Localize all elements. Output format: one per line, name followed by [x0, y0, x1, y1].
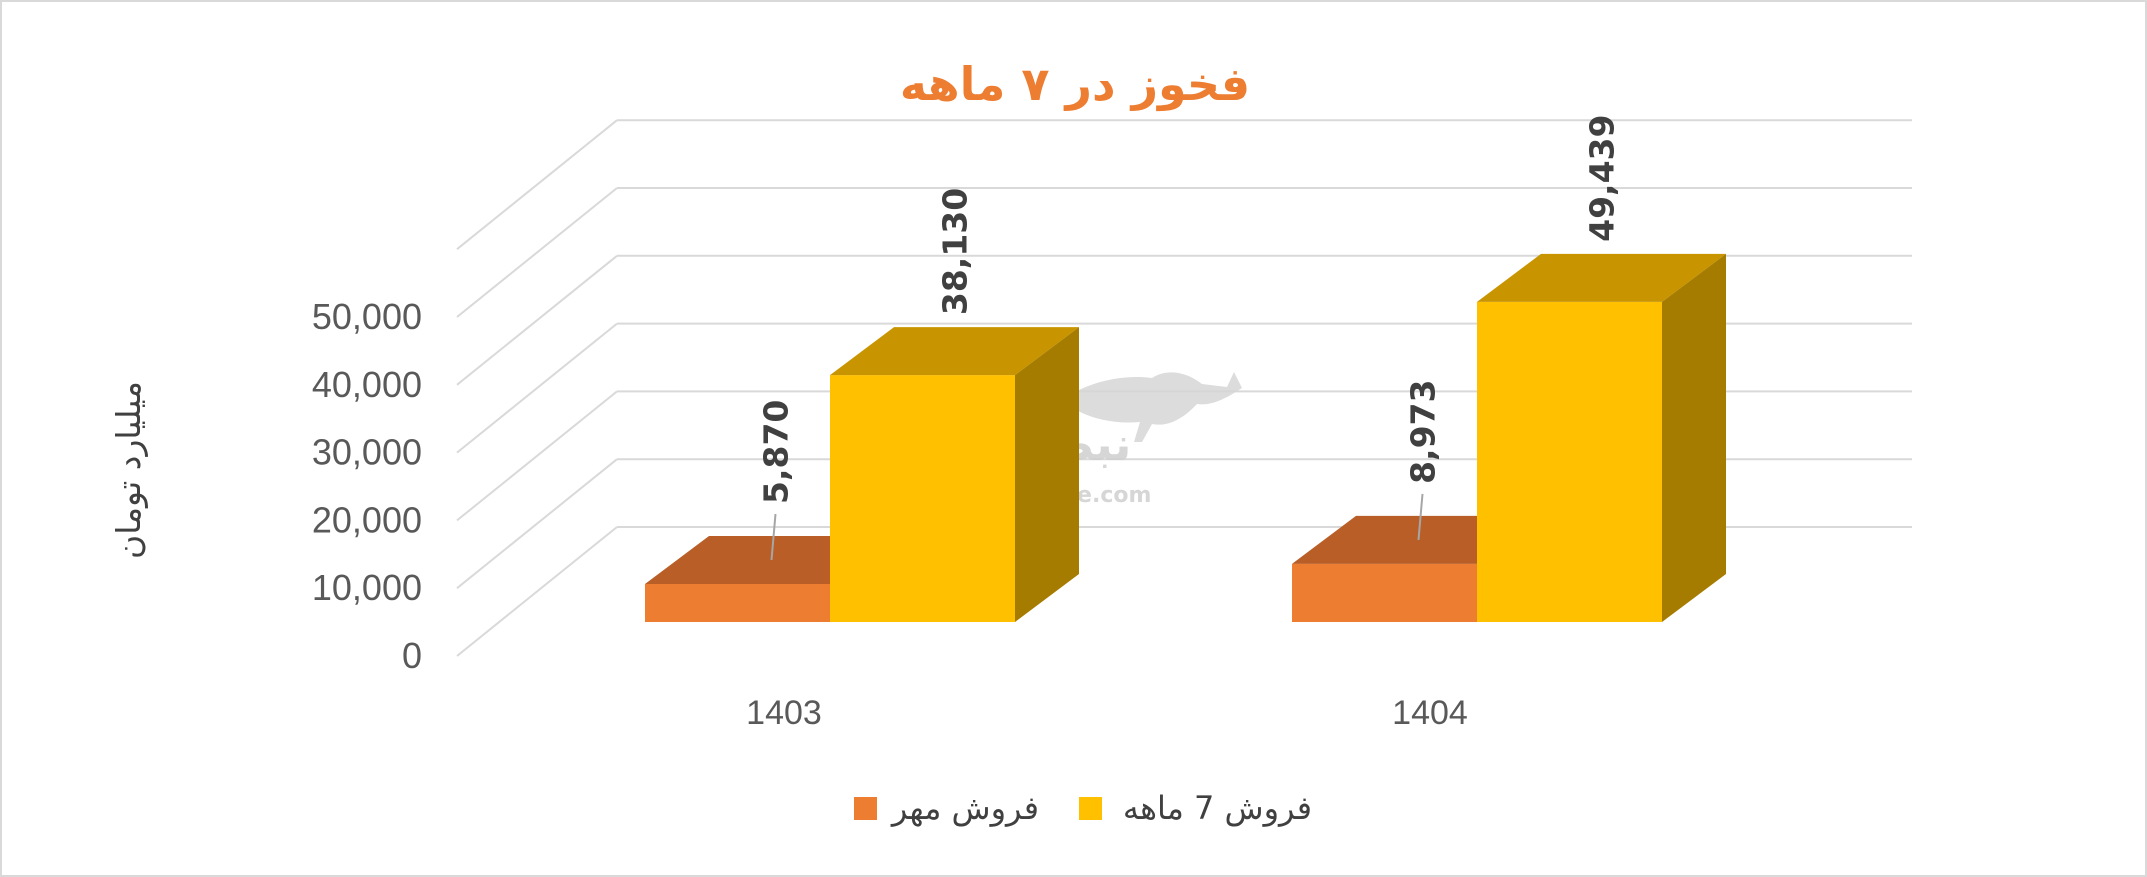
- gridline-depth: [456, 255, 618, 386]
- data-label: 5,870: [757, 400, 796, 504]
- chart-title: فخوز در ۷ ماهه: [900, 57, 1250, 111]
- y-tick-label: 20,000: [312, 499, 422, 540]
- y-tick-label: 10,000: [312, 567, 422, 608]
- legend-label: فروش 7 ماهه: [1123, 789, 1312, 827]
- legend-item-series-2: فروش 7 ماهه: [1079, 789, 1312, 827]
- data-label: 49,439: [1583, 115, 1622, 242]
- bar-side: [1662, 253, 1726, 622]
- x-tick-label: 1404: [1392, 694, 1468, 732]
- y-axis-label: میلیارد تومان: [109, 381, 148, 559]
- data-labels: 5,870 8,973 38,130 49,439: [757, 115, 1622, 561]
- legend-swatch: [854, 797, 877, 820]
- bar-3d: [1477, 253, 1726, 622]
- legend-item-series-1: فروش مهر: [854, 789, 1039, 827]
- data-label: 38,130: [936, 188, 975, 315]
- bar-front: [830, 375, 1015, 622]
- bull-logo-icon: [1062, 372, 1242, 442]
- gridline-depth: [456, 187, 618, 318]
- legend: فروش مهر فروش 7 ماهه: [854, 789, 1312, 827]
- bars: [645, 253, 1726, 622]
- legend-swatch: [1079, 797, 1102, 820]
- data-label-leader: [770, 513, 777, 561]
- bar-3d: [830, 327, 1079, 622]
- y-tick-label: 40,000: [312, 364, 422, 405]
- bar-side: [1015, 327, 1079, 622]
- y-tick-label: 30,000: [312, 432, 422, 473]
- data-label-leader: [1417, 493, 1424, 540]
- gridline-depth: [456, 322, 618, 454]
- x-tick-label: 1403: [746, 694, 822, 732]
- bar-front: [645, 583, 830, 622]
- gridline-depth: [456, 119, 618, 250]
- bar-top: [1477, 253, 1726, 302]
- axes: 0 10,000 20,000 30,000 40,000 50,000 1403 1404: [312, 296, 1468, 732]
- y-tick-label: 0: [402, 635, 422, 676]
- bar-front: [1477, 301, 1662, 622]
- legend-label: فروش مهر: [890, 789, 1039, 827]
- bar-top: [830, 327, 1079, 376]
- data-label: 8,973: [1404, 380, 1443, 484]
- y-tick-label: 50,000: [312, 296, 422, 337]
- gridline-depth: [456, 458, 618, 589]
- gridline-depth: [456, 526, 618, 657]
- bar-front: [1292, 563, 1477, 622]
- gridline-depth: [456, 390, 618, 522]
